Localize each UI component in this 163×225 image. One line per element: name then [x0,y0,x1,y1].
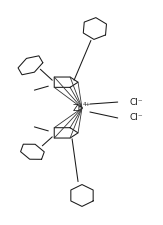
Text: Cl⁻: Cl⁻ [130,113,143,122]
Text: Cl⁻: Cl⁻ [130,98,143,107]
Text: Zr: Zr [72,104,82,112]
Text: 4+: 4+ [83,101,91,107]
